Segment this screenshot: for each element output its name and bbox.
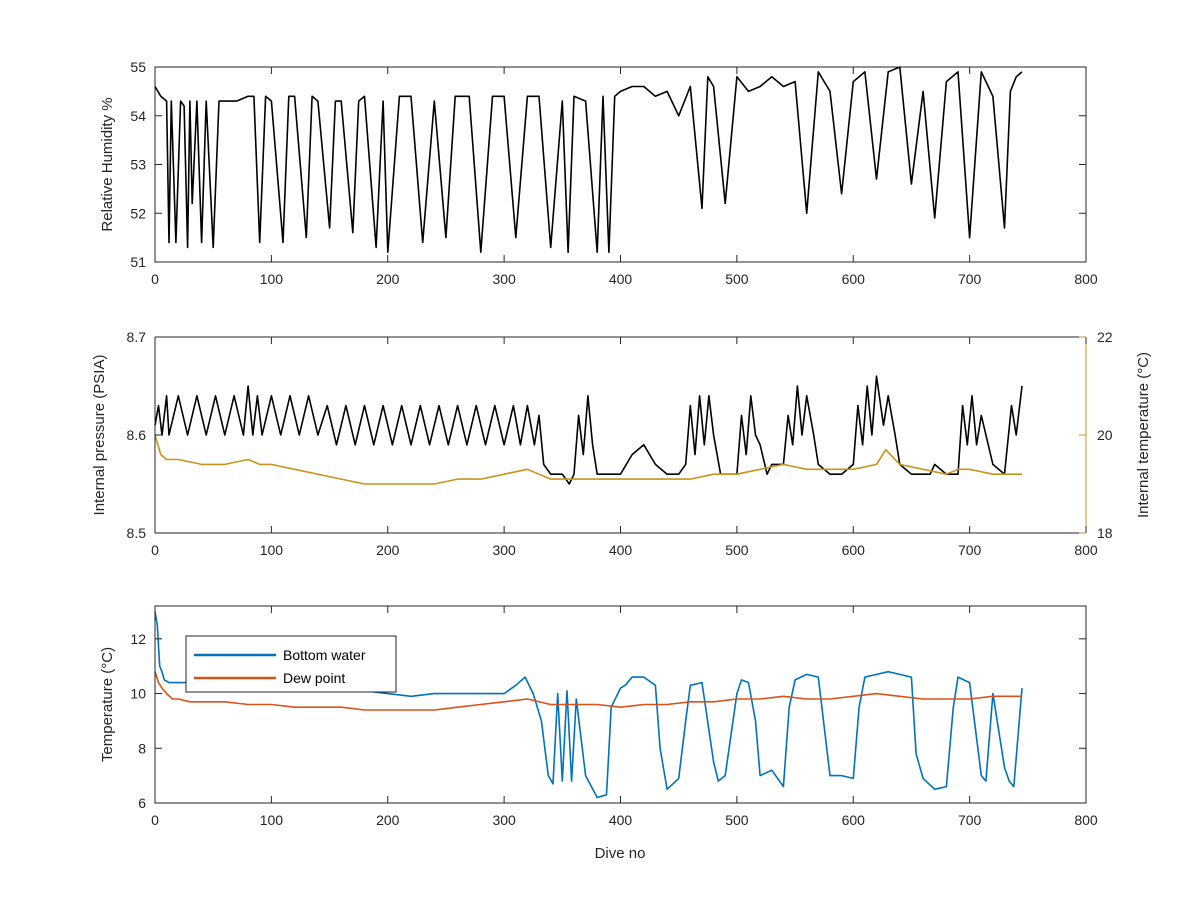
x-tick-label: 700 [958, 271, 982, 287]
y-tick-label: 10 [130, 686, 146, 702]
y-tick-label: 54 [130, 108, 146, 124]
humidity-series-group [154, 66, 1023, 253]
panel-pressure: 0 100 200 300 400 500 600 700 800 8.5 8.6 8.7 18 20… [91, 329, 1152, 558]
legend-label-bottom-water: Bottom water [283, 647, 366, 663]
x-tick-label: 200 [376, 542, 400, 558]
y-right-tick-label: 20 [1097, 427, 1113, 443]
humidity-x-ticks: 0 100 200 300 400 500 600 700 800 [151, 67, 1098, 287]
x-tick-label: 800 [1074, 812, 1098, 828]
x-tick-label: 400 [609, 542, 633, 558]
panel-humidity: 0 100 200 300 400 500 600 700 800 51 52 53 54 55 Rel… [99, 59, 1098, 287]
x-tick-label: 700 [958, 542, 982, 558]
temperature-y-label: Temperature (°C) [99, 647, 116, 762]
humidity-y-label: Relative Humidity % [99, 97, 116, 231]
x-tick-label: 300 [492, 812, 516, 828]
x-tick-label: 200 [376, 812, 400, 828]
x-axis-label: Dive no [595, 845, 646, 862]
legend: Bottom water Dew point [185, 635, 397, 693]
internal-temperature-y-ticks: 18 20 22 [1079, 329, 1113, 541]
x-tick-label: 400 [609, 812, 633, 828]
internal-temperature-y-label: Internal temperature (°C) [1135, 352, 1152, 518]
y-tick-label: 55 [130, 59, 146, 75]
x-tick-label: 300 [492, 271, 516, 287]
temperature-x-ticks: 0 100 200 300 400 500 600 700 800 [151, 606, 1098, 828]
x-tick-label: 600 [842, 271, 866, 287]
legend-label-dew-point: Dew point [283, 670, 345, 686]
temperature-y-ticks: 6 8 10 12 [130, 631, 1086, 811]
y-tick-label: 8.5 [127, 525, 147, 541]
x-tick-label: 100 [260, 271, 284, 287]
panel0-series0-line [154, 66, 1023, 253]
y-tick-label: 6 [138, 795, 146, 811]
x-tick-label: 200 [376, 271, 400, 287]
plot-area-humidity [155, 67, 1086, 262]
y-tick-label: 51 [130, 254, 146, 270]
x-tick-label: 100 [260, 812, 284, 828]
x-tick-label: 600 [842, 542, 866, 558]
x-tick-label: 600 [842, 812, 866, 828]
y-tick-label: 52 [130, 205, 146, 221]
legend-box [185, 635, 397, 693]
plot-area-pressure [155, 337, 1086, 533]
pressure-x-ticks: 0 100 200 300 400 500 600 700 800 [151, 337, 1098, 558]
pressure-y-ticks: 8.5 8.6 8.7 [127, 329, 162, 541]
panel1-series1-line [154, 434, 1022, 485]
x-tick-label: 800 [1074, 542, 1098, 558]
x-tick-label: 500 [725, 812, 749, 828]
x-tick-label: 0 [151, 271, 159, 287]
y-tick-label: 8.6 [127, 427, 147, 443]
x-tick-label: 800 [1074, 271, 1098, 287]
dew-point-line [154, 671, 1022, 711]
x-tick-label: 400 [609, 271, 633, 287]
panel1-series0-line [154, 375, 1023, 485]
pressure-y-label: Internal pressure (PSIA) [91, 355, 108, 516]
y-tick-label: 8.7 [127, 329, 147, 345]
humidity-y-ticks: 51 52 53 54 55 [130, 59, 1086, 270]
y-right-tick-label: 22 [1097, 329, 1113, 345]
y-right-tick-label: 18 [1097, 525, 1113, 541]
x-tick-label: 100 [260, 542, 284, 558]
x-tick-label: 0 [151, 542, 159, 558]
x-tick-label: 500 [725, 542, 749, 558]
x-tick-label: 700 [958, 812, 982, 828]
pressure-series-group [154, 375, 1023, 485]
y-tick-label: 53 [130, 157, 146, 173]
x-tick-label: 0 [151, 812, 159, 828]
y-tick-label: 12 [130, 631, 146, 647]
x-tick-label: 300 [492, 542, 516, 558]
x-tick-label: 500 [725, 271, 749, 287]
panel-temperature: 0 100 200 300 400 500 600 700 800 6 8 10 12 Tempera… [99, 605, 1098, 862]
y-tick-label: 8 [138, 740, 146, 756]
